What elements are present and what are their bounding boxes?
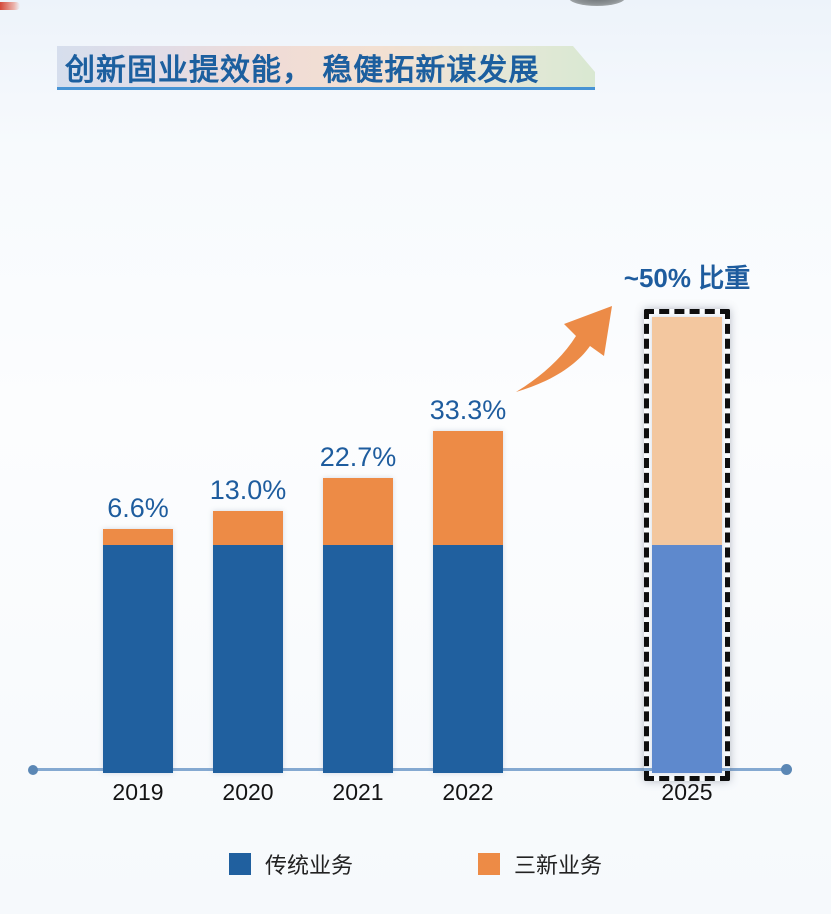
legend-label: 三新业务 [514, 853, 603, 878]
segment-traditional-business [103, 545, 173, 773]
bar-value-label: 13.0% [209, 475, 287, 505]
segment-traditional-business [323, 545, 393, 773]
x-axis-label-2025: 2025 [661, 779, 713, 805]
axis-endpoint-dot-left [28, 765, 38, 775]
bar-2019 [103, 529, 173, 773]
bar-2021 [323, 478, 393, 773]
target-share-label: ~50% 比重 [623, 263, 751, 293]
chart-area: 6.6% 13.0% 22.7% 33.3% ~50% 比重 [28, 263, 792, 781]
growth-arrow-svg [516, 306, 612, 392]
legend: 传统业务 三新业务 [0, 848, 831, 880]
segment-traditional-business [213, 545, 283, 773]
bar-2020 [213, 511, 283, 773]
bar-value-label: 33.3% [429, 395, 507, 425]
page-title: 创新固业提效能， 稳健拓新谋发展 [65, 53, 540, 87]
legend-label: 传统业务 [264, 853, 353, 878]
highlight-dashed-outline [644, 309, 730, 781]
legend-swatch-icon [228, 853, 251, 875]
x-axis-label-2019: 2019 [112, 779, 164, 805]
growth-arrow-icon [508, 298, 628, 403]
axis-endpoint-dot-right [781, 764, 792, 775]
segment-new-business [103, 529, 173, 545]
segment-new-business [323, 478, 393, 545]
x-axis-label-2022: 2022 [442, 779, 494, 805]
segment-new-business [433, 431, 503, 545]
legend-swatch-icon [478, 853, 500, 875]
x-axis-label-2020: 2020 [222, 779, 274, 805]
legend-item-0: 传统业务 [228, 848, 353, 880]
red-logo-fragment [0, 2, 20, 10]
top-arc-decoration [569, 0, 625, 6]
x-axis-label-2021: 2021 [332, 779, 384, 805]
segment-new-business [213, 511, 283, 545]
bar-value-label: 6.6% [107, 493, 169, 523]
legend-item-1: 三新业务 [478, 848, 602, 880]
axis-labels: 2019 2020 2021 2022 2025 [0, 779, 831, 809]
bar-value-label: 22.7% [319, 442, 397, 472]
segment-new-business [652, 317, 722, 545]
segment-traditional-business [652, 545, 722, 773]
bar-2022 [433, 431, 503, 773]
title-banner: 创新固业提效能， 稳健拓新谋发展 [57, 46, 595, 90]
x-axis-line [30, 768, 790, 771]
bar-2025 [652, 317, 722, 773]
segment-traditional-business [433, 545, 503, 773]
